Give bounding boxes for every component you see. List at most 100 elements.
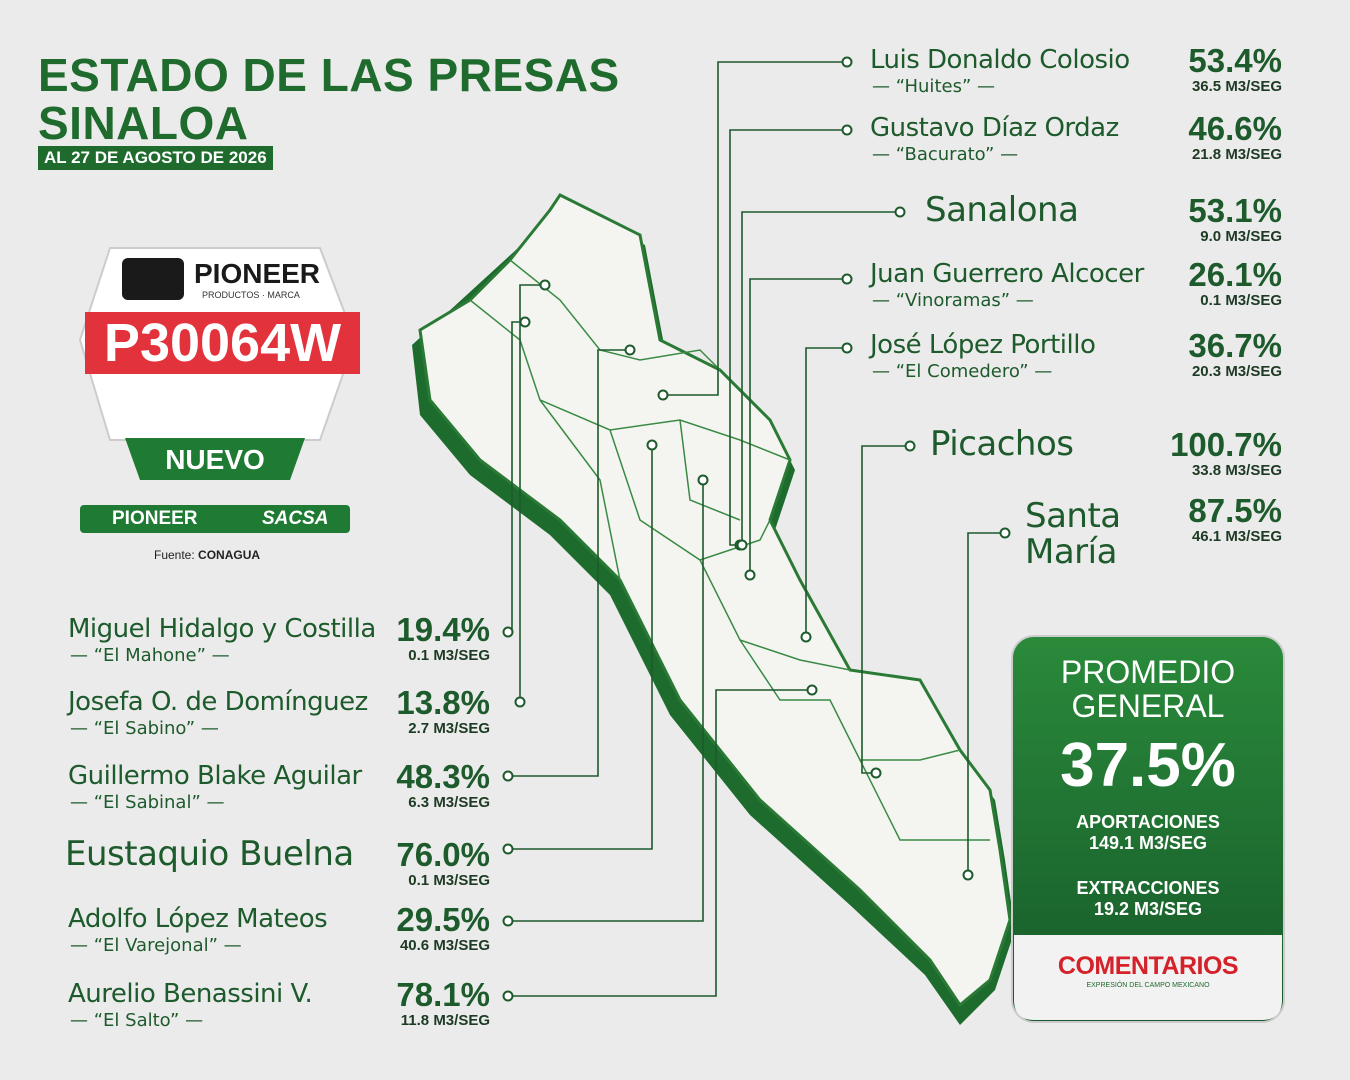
dam-nickname: — “El Sabinal” —	[70, 792, 225, 813]
badge-label: NUEVO	[165, 444, 265, 475]
dam-name: Santa María	[1025, 496, 1121, 572]
dam-flow: 20.3 M3/SEG	[1191, 363, 1282, 380]
connector-dot	[894, 206, 906, 218]
connector-dot	[999, 527, 1011, 539]
title-line: ESTADO DE LAS PRESAS	[38, 49, 620, 101]
dam-location	[657, 389, 669, 401]
inflow-value: 149.1 M3/SEG	[1088, 833, 1208, 853]
source-label: Fuente:	[154, 548, 195, 562]
dam-percent: 78.1%	[396, 976, 490, 1013]
dam-flow: 40.6 M3/SEG	[399, 937, 490, 954]
dam-name: Luis Donaldo Colosio	[870, 45, 1130, 75]
connector	[967, 532, 1005, 875]
dam-nickname: — “El Salto” —	[70, 1010, 204, 1031]
connector-dot	[841, 56, 853, 68]
connector-dot	[904, 440, 916, 452]
dam-flow: 0.1 M3/SEG	[1200, 292, 1282, 309]
source-value: CONAGUA	[198, 548, 261, 562]
connector-dot	[841, 124, 853, 136]
badge-green-base	[125, 438, 305, 480]
dam-nickname: — “Vinoramas” —	[872, 290, 1034, 311]
connector	[805, 347, 847, 637]
dam-percent: 26.1%	[1188, 256, 1282, 293]
dam-name: Picachos	[930, 424, 1074, 464]
connector	[519, 284, 545, 702]
connector	[508, 480, 704, 922]
summary-title: PROMEDIO	[1060, 654, 1236, 690]
dam-percent: 53.1%	[1188, 192, 1282, 229]
footer-brand: COMENTARIOS	[1057, 952, 1239, 980]
connector	[749, 278, 847, 575]
dam-location	[697, 474, 709, 486]
connector	[663, 61, 847, 396]
dam-name: Guillermo Blake Aguilar	[68, 761, 362, 791]
footer-tagline: EXPRESIÓN DEL CAMPO MEXICANO	[1086, 982, 1210, 989]
dam-location	[962, 869, 974, 881]
badge-logo-box	[122, 258, 184, 300]
dam-flow: 36.5 M3/SEG	[1191, 78, 1282, 95]
dam-name: Sanalona	[925, 190, 1079, 230]
connector-dot	[502, 770, 514, 782]
logo-strip	[80, 505, 350, 533]
connector	[741, 211, 900, 545]
dam-location	[744, 569, 756, 581]
dam-location	[624, 344, 636, 356]
dam-name: Miguel Hidalgo y Costilla	[68, 614, 376, 644]
dam-percent: 36.7%	[1188, 327, 1282, 364]
connector	[508, 445, 653, 850]
dam-name: Aurelio Benassini V.	[68, 979, 313, 1009]
dam-percent: 13.8%	[396, 684, 490, 721]
connector-dot	[502, 915, 514, 927]
connector	[861, 445, 910, 774]
date: AL 27 DE AGOSTO DE 2026	[38, 146, 273, 170]
dam-location	[800, 631, 812, 643]
dam-nickname: — “Huites” —	[872, 76, 995, 97]
dam-location	[519, 316, 531, 328]
dam-percent: 100.7%	[1170, 426, 1282, 463]
pioneer-logo: PIONEER	[112, 508, 198, 529]
connector-dot	[841, 273, 853, 285]
dam-name: Josefa O. de Domínguez	[68, 687, 368, 717]
dam-location	[736, 539, 748, 551]
map-land	[418, 193, 1012, 1008]
dam-percent: 87.5%	[1188, 492, 1282, 529]
badge-tagline: PRODUCTOS · MARCA	[202, 290, 300, 300]
dam-nickname: — “El Sabino” —	[70, 718, 219, 739]
summary-footer	[1014, 935, 1282, 1020]
title-line: SINALOA	[38, 97, 249, 149]
dam-flow: 11.8 M3/SEG	[400, 1012, 490, 1029]
inflow-label: APORTACIONES	[1076, 812, 1220, 832]
dam-flow: 46.1 M3/SEG	[1191, 528, 1282, 545]
dam-percent: 48.3%	[396, 758, 490, 795]
dam-flow: 0.1 M3/SEG	[408, 647, 490, 664]
dam-percent: 29.5%	[396, 901, 490, 938]
source: Fuente: CONAGUA	[154, 548, 260, 562]
dam-percent: 76.0%	[396, 836, 490, 873]
badge-red-band	[85, 312, 360, 374]
dam-name: Gustavo Díaz Ordaz	[870, 113, 1119, 143]
connector	[508, 349, 630, 777]
dam-flow: 9.0 M3/SEG	[1200, 228, 1282, 245]
connector-dot	[502, 990, 514, 1002]
dam-name: Adolfo López Mateos	[68, 904, 328, 934]
summary-box	[1011, 635, 1285, 1023]
dam-location	[539, 279, 551, 291]
connector-dot	[502, 626, 514, 638]
connector-dot	[514, 696, 526, 708]
dam-flow: 21.8 M3/SEG	[1191, 146, 1282, 163]
connector-dot	[841, 342, 853, 354]
outflow-value: 19.2 M3/SEG	[1093, 899, 1203, 919]
dam-percent: 46.6%	[1188, 110, 1282, 147]
dam-percent: 53.4%	[1188, 42, 1282, 79]
dam-name: José López Portillo	[870, 330, 1096, 360]
summary-percent: 37.5%	[1060, 731, 1236, 800]
badge-brand: PIONEER	[194, 258, 321, 289]
dam-name: Eustaquio Buelna	[65, 834, 354, 874]
dam-location	[870, 767, 882, 779]
outflow-label: EXTRACCIONES	[1076, 878, 1220, 898]
dam-nickname: — “Bacurato” —	[872, 144, 1019, 165]
dam-location	[646, 439, 658, 451]
dam-nickname: — “El Varejonal” —	[70, 935, 242, 956]
